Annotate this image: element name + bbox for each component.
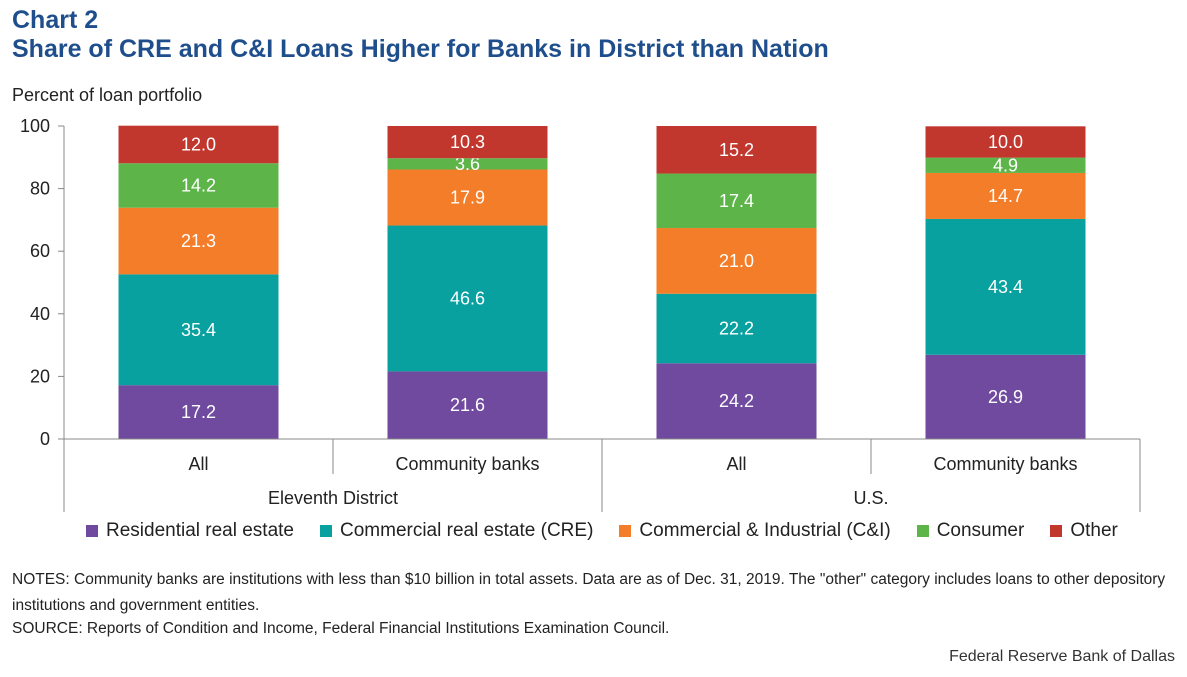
bar-segment [387,169,548,226]
data-label: 46.6 [450,288,485,308]
title-block: Chart 2 Share of CRE and C&I Loans Highe… [12,6,829,64]
data-label: 35.4 [181,320,216,340]
bar-segment [118,274,279,386]
data-label: 3.6 [455,154,480,174]
data-label: 21.3 [181,231,216,251]
bar-segment [656,293,817,364]
legend-item: Other [1050,520,1118,542]
bar-segment [656,363,817,439]
data-label: 43.4 [988,277,1023,297]
legend: Residential real estate Commercial real e… [86,520,1118,542]
data-label: 4.9 [993,155,1018,175]
bar-segment [656,126,817,174]
bar-segment [118,125,279,164]
y-tick-label: 80 [30,179,50,199]
legend-item: Commercial & Industrial (C&I) [619,520,891,542]
y-axis-label: Percent of loan portfolio [12,85,203,105]
bar-segment [387,371,548,439]
y-tick-label: 40 [30,304,50,324]
y-tick-label: 100 [20,116,50,136]
bar-segment [656,173,817,229]
y-tick-label: 20 [30,366,50,386]
group-label: Eleventh District [268,488,398,508]
legend-label: Commercial & Industrial (C&I) [639,520,891,541]
bar-segment [925,126,1086,158]
bar-segment [387,225,548,372]
x-tick-label: All [726,454,746,474]
bar-segment [118,385,279,439]
x-tick-label: Community banks [395,454,539,474]
data-label: 14.7 [988,186,1023,206]
legend-swatch [86,525,98,537]
legend-label: Commercial real estate (CRE) [340,520,594,541]
bar-segment [387,158,548,170]
legend-label: Other [1070,520,1118,541]
data-label: 15.2 [719,140,754,160]
bar-segment [387,126,548,159]
legend-swatch [1050,525,1063,537]
legend-item: Commercial real estate (CRE) [320,520,593,542]
data-label: 14.2 [181,175,216,195]
legend-label: Residential real estate [106,520,294,541]
bar-segment [118,207,279,275]
y-tick-label: 60 [30,241,50,261]
data-label: 24.2 [719,391,754,411]
notes: NOTES: Community banks are institutions … [12,571,1166,614]
x-tick-label: Community banks [933,454,1077,474]
data-label: 10.0 [988,132,1023,152]
data-label: 17.9 [450,188,485,208]
bar-segment [925,218,1086,355]
chart-title: Share of CRE and C&I Loans Higher for Ba… [12,35,829,63]
data-label: 21.0 [719,251,754,271]
legend-swatch [916,525,929,537]
legend-item: Consumer [916,520,1025,542]
chart-number: Chart 2 [12,6,99,34]
group-label: U.S. [853,488,888,508]
bar-segment [925,354,1086,439]
data-label: 26.9 [988,387,1023,407]
bar-segment [656,228,817,294]
data-label: 21.6 [450,395,485,415]
data-label: 17.4 [719,191,754,211]
data-label: 10.3 [450,132,485,152]
stacked-bar-chart: 0 20 40 60 80 100 17.2 35.4 21.3 14.2 12.0 All 21.6 4… [20,116,1141,512]
data-label: 17.2 [181,402,216,422]
bar-segment [925,172,1086,219]
x-tick-label: All [188,454,208,474]
source: SOURCE: Reports of Condition and Income,… [12,620,670,637]
legend-label: Consumer [936,520,1025,541]
legend-item: Residential real estate [86,520,294,542]
legend-swatch [320,525,332,537]
data-label: 22.2 [719,319,754,339]
bar-segment [118,163,279,208]
bar-segment [925,157,1086,173]
data-label: 12.0 [181,134,216,154]
y-tick-label: 0 [40,429,50,449]
legend-swatch [619,525,632,537]
credit: Federal Reserve Bank of Dallas [949,648,1175,665]
